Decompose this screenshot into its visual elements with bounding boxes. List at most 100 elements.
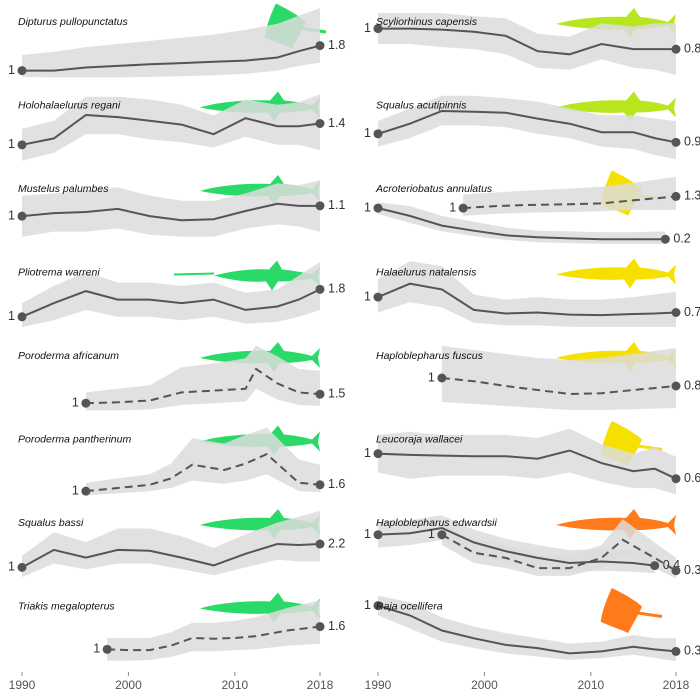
species-icon [556,258,676,289]
confidence-band [378,428,676,495]
end-label: 0.8 [684,41,700,55]
trend-line [21,542,321,569]
panel-title: Haploblepharus edwardsii [376,517,497,529]
start-label: 1 [364,446,371,460]
start-point [437,530,447,540]
confidence-band [378,595,676,662]
x-tick-label: 1990 [365,678,392,692]
icon-body [174,260,320,291]
panel-title: Dipturus pullopunctatus [18,16,128,28]
icon-body [556,509,676,539]
start-point [373,530,383,540]
panel-title: Scyliorhinus capensis [376,16,478,28]
end-point [671,566,681,576]
panel-title: Acroteriobatus annulatus [375,183,493,195]
start-label: 1 [364,289,371,303]
start-point [373,292,383,302]
x-tick-label: 2010 [578,678,605,692]
end-point [315,622,325,632]
x-tick-label: 1990 [9,678,36,692]
x-tick-label: 2000 [471,678,498,692]
start-label: 1 [8,137,15,151]
confidence-band [378,202,666,244]
species-icon [200,592,320,623]
panel-title: Halaelurus natalensis [376,266,477,278]
start-point [458,203,468,213]
species-icon [200,509,320,539]
trend-line [377,449,677,480]
start-point [437,373,447,383]
icon-body [600,587,643,634]
trend-line [377,526,655,567]
start-point [373,203,383,213]
trend-line [21,202,320,222]
end-label: 0.6 [684,471,700,485]
end-point [315,539,325,549]
end-point [315,119,325,128]
species-icon [174,260,320,291]
end-point [671,191,681,201]
end-label: 1.8 [328,282,345,296]
start-point [373,24,383,34]
start-point [17,312,27,322]
end-label: 2.2 [328,536,345,550]
panel-title: Leucoraja wallacei [376,433,463,445]
trend-line [85,367,321,405]
icon-tail [633,611,663,618]
end-point [315,480,325,490]
confidence-band [22,94,320,161]
species-icon [556,509,676,539]
icon-body [200,592,320,623]
end-label: 1.1 [328,198,345,212]
trend-line [378,27,676,56]
icon-body [556,8,676,38]
end-label: 0.3 [684,644,700,658]
end-point [315,41,325,51]
panel-title: Squalus bassi [18,517,84,529]
end-point [671,474,681,484]
start-point [17,562,27,572]
end-label: 1.8 [328,38,345,52]
end-point [671,44,681,54]
trend-line [107,625,321,652]
end-label: 1.4 [328,116,345,130]
panel-title: Raja ocellifera [376,600,443,612]
start-point [17,66,27,76]
start-point [81,398,91,408]
start-label: 1 [8,560,15,574]
start-point [373,449,383,459]
confidence-band [107,600,320,661]
start-point [81,486,91,496]
end-label: 0.7 [684,305,700,319]
species-icon [600,587,663,634]
end-label: 0.8 [684,378,700,392]
end-label: 1.6 [328,477,345,491]
start-label: 1 [8,63,15,77]
confidence-band [378,261,676,327]
end-label: 0.2 [673,232,690,246]
panel-title: Haploblepharus fuscus [376,350,484,362]
start-point [102,644,112,654]
start-label: 1 [8,309,15,323]
x-tick-label: 2000 [115,678,142,692]
confidence-band [463,176,676,216]
confidence-band [378,13,676,75]
confidence-band [441,346,676,410]
start-label: 1 [72,483,79,497]
end-point [671,308,681,317]
start-label: 1 [364,527,371,541]
start-label: 1 [449,200,456,214]
trend-line [21,113,321,146]
start-point [373,129,383,139]
x-tick-label: 2010 [222,678,249,692]
end-point [671,646,681,656]
panel-title: Squalus acutipinnis [376,99,467,111]
trend-line [21,288,321,318]
end-point [671,381,681,391]
end-label: 1.3 [684,189,700,203]
x-tick-label: 2018 [307,678,334,692]
panel-title: Pliotrema warreni [18,266,100,278]
trend-line [377,604,677,655]
confidence-band [22,510,320,578]
